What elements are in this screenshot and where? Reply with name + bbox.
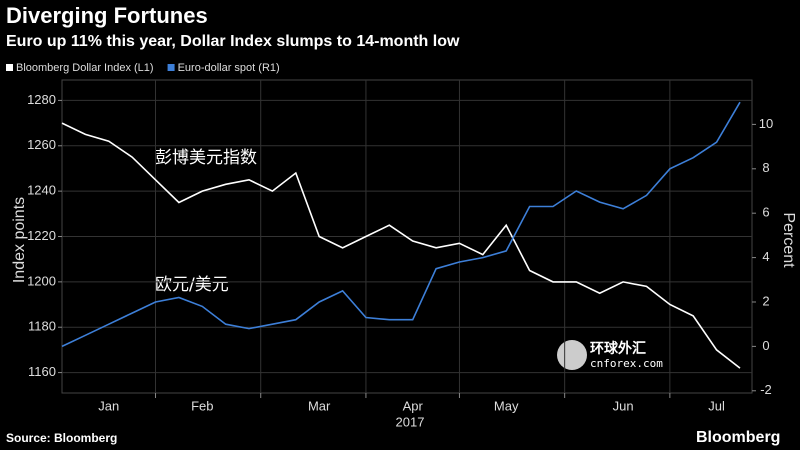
y2-tick-label: -2 <box>760 382 772 397</box>
y-tick-label: 1240 <box>27 183 56 198</box>
y-axis-label: Index points <box>11 197 28 283</box>
y-tick-label: 1200 <box>27 273 56 288</box>
x-tick-label: Mar <box>308 398 331 413</box>
y-tick-label: 1260 <box>27 137 56 152</box>
y2-tick-label: 2 <box>762 293 769 308</box>
watermark-logo <box>557 340 587 370</box>
x-tick-label: Feb <box>191 398 213 413</box>
chart-title: Diverging Fortunes <box>6 3 208 28</box>
watermark: cnforex.com <box>590 357 663 370</box>
x-tick-label: Apr <box>403 398 424 413</box>
y-tick-label: 1180 <box>28 319 56 334</box>
legend-label: Euro-dollar spot (R1) <box>178 62 280 74</box>
watermark: 环球外汇 <box>590 340 646 357</box>
annotation: 彭博美元指数 <box>155 148 257 168</box>
brand: Bloomberg <box>696 429 780 446</box>
series-line <box>61 101 741 348</box>
legend-label: Bloomberg Dollar Index (L1) <box>16 62 154 74</box>
y-tick-label: 1160 <box>28 364 56 379</box>
source: Source: Bloomberg <box>6 431 117 445</box>
y2-tick-label: 8 <box>762 160 769 175</box>
x-axis-label: 2017 <box>396 414 425 429</box>
y2-tick-label: 4 <box>762 249 769 264</box>
y-tick-label: 1280 <box>27 92 56 107</box>
x-tick-label: Jan <box>98 398 119 413</box>
y2-axis-label: Percent <box>780 212 797 268</box>
y2-tick-label: 6 <box>762 205 769 220</box>
legend-swatch <box>6 64 13 71</box>
chart-subtitle: Euro up 11% this year, Dollar Index slum… <box>6 33 460 50</box>
y-tick-label: 1220 <box>27 228 56 243</box>
y2-tick-label: 10 <box>759 116 773 131</box>
x-tick-label: Jul <box>708 398 725 413</box>
x-tick-label: May <box>494 398 519 413</box>
x-tick-label: Jun <box>613 398 634 413</box>
annotation: 欧元/美元 <box>155 275 229 295</box>
legend-swatch <box>167 64 175 71</box>
y2-tick-label: 0 <box>762 338 769 353</box>
series-line <box>61 122 741 369</box>
